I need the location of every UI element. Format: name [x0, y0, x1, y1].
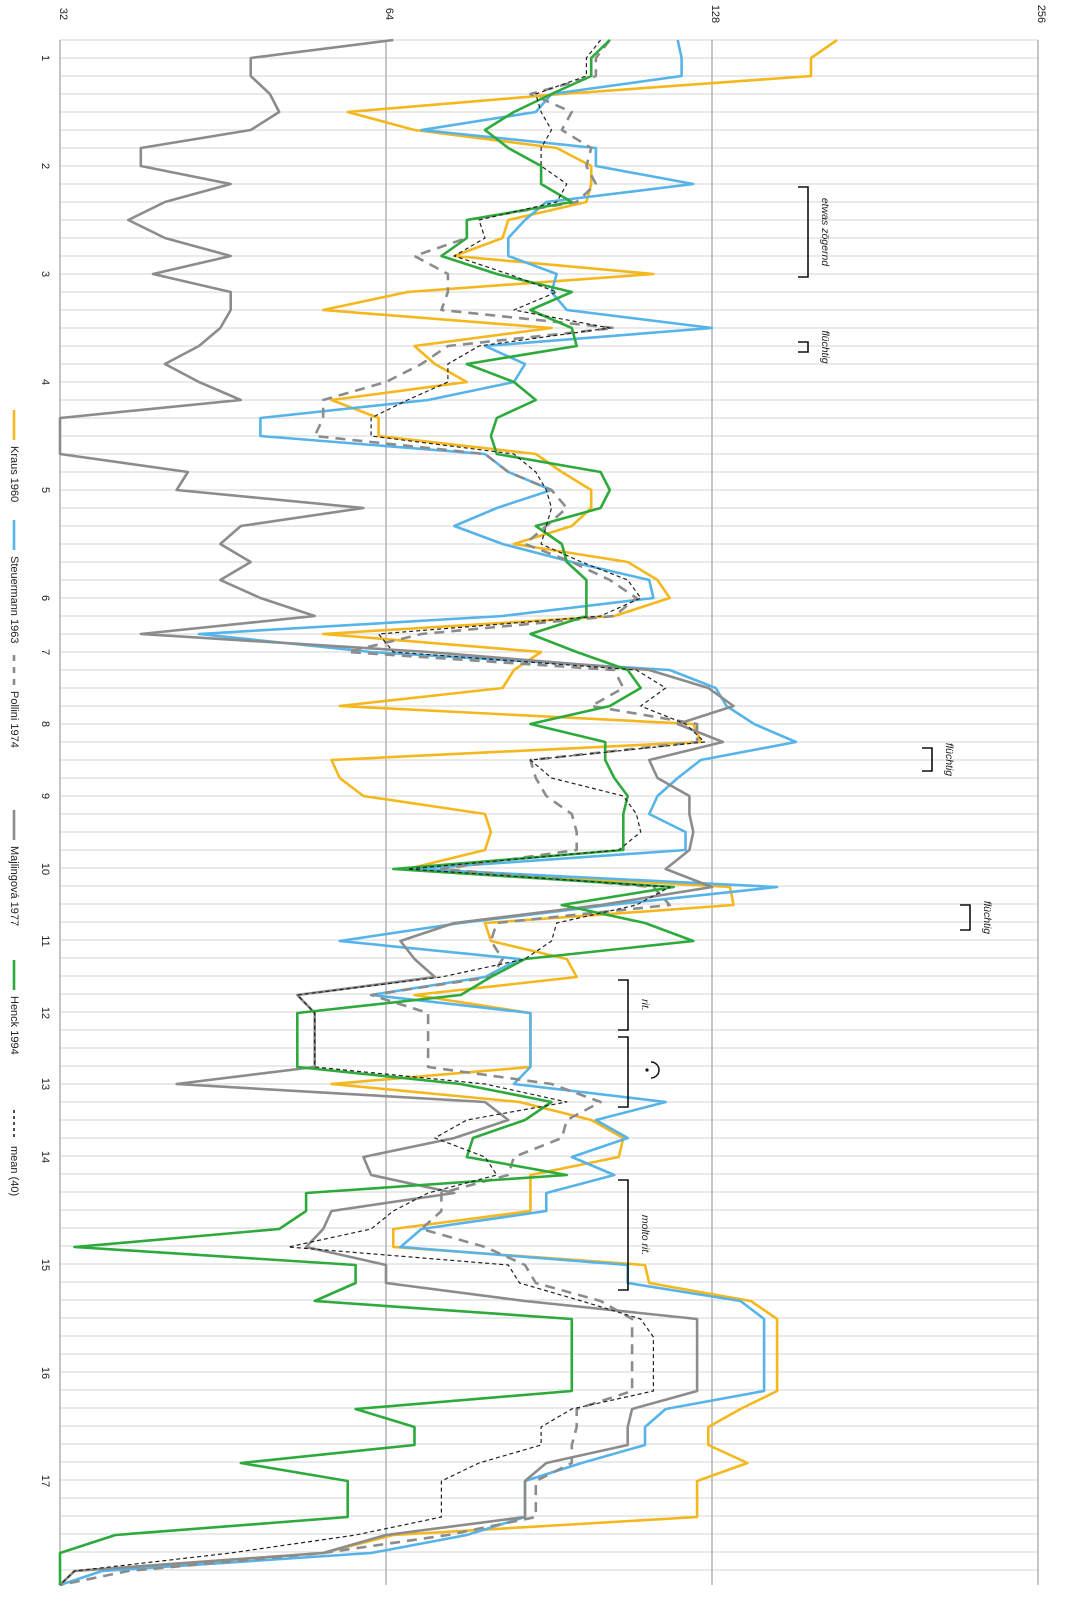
series-line-majl	[58, 38, 735, 1586]
legend-label-4: Henck 1994	[8, 996, 20, 1055]
x-tick-label: 17	[39, 1475, 51, 1487]
x-tick-label: 14	[39, 1151, 51, 1163]
x-tick-label: 12	[39, 1007, 51, 1019]
x-tick-label: 10	[39, 863, 51, 875]
annotation-fluechtig-1-bracket	[798, 341, 809, 353]
annotation-etwas-zoegernd-label: etwas zögernd	[819, 198, 831, 267]
fermata-dot	[645, 1068, 649, 1072]
x-tick-label: 9	[39, 793, 51, 799]
x-tick-label: 4	[39, 379, 51, 385]
x-tick-label: 16	[39, 1367, 51, 1379]
annotation-fluechtig-3-bracket	[960, 904, 971, 931]
y-tick-label: 256	[1035, 5, 1047, 23]
legend-label-2: Pollini 1974	[8, 691, 20, 748]
x-tick-label: 7	[39, 649, 51, 655]
annotation-fluechtig-2-bracket	[922, 747, 933, 772]
legend-label-5: mean (40)	[8, 1146, 20, 1196]
annotation-molto-rit-label: molto rit.	[639, 1215, 651, 1255]
annotation-etwas-zoegernd-bracket	[798, 186, 809, 278]
y-tick-label: 64	[383, 8, 395, 20]
x-tick-label: 11	[39, 935, 51, 946]
x-tick-label: 2	[39, 163, 51, 169]
legend-label-1: Steuermann 1963	[8, 556, 20, 643]
annotation-molto-rit-bracket	[618, 1179, 629, 1291]
series-line-henck	[58, 39, 695, 1585]
x-tick-label: 8	[39, 721, 51, 727]
series-line-steu	[59, 39, 798, 1587]
x-tick-label: 5	[39, 487, 51, 493]
annotation-rit-label: rit.	[639, 999, 651, 1011]
series-line-poll	[59, 39, 699, 1587]
annotation-rit-bracket	[618, 979, 629, 1031]
series-line-kraus	[59, 38, 838, 1586]
x-tick-label: 6	[39, 595, 51, 601]
x-tick-label: 3	[39, 271, 51, 277]
x-tick-label: 1	[39, 55, 51, 61]
series-line-mean	[59, 39, 706, 1586]
annotation-fluechtig-1-label: flüchtig	[819, 330, 831, 363]
legend-label-3: Majlingová 1977	[8, 846, 20, 926]
x-tick-label: 15	[39, 1259, 51, 1271]
y-tick-label: 32	[57, 8, 69, 20]
annotation-fluechtig-2-label: flüchtig	[943, 743, 955, 776]
y-tick-label: 128	[709, 5, 721, 23]
legend-label-0: Kraus 1960	[8, 446, 20, 502]
annotation-fluechtig-3-label: flüchtig	[981, 901, 993, 934]
fermata-icon	[650, 1061, 660, 1079]
annotation-fermata-bracket	[618, 1036, 629, 1108]
x-tick-label: 13	[39, 1078, 51, 1090]
